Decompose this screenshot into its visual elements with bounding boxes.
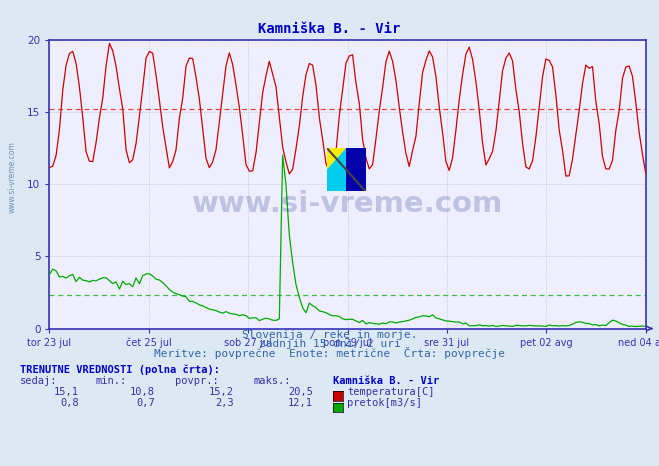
Text: 0,8: 0,8	[61, 398, 79, 408]
Text: 0,7: 0,7	[136, 398, 155, 408]
Text: 2,3: 2,3	[215, 398, 234, 408]
Text: sedaj:: sedaj:	[20, 377, 57, 386]
Text: temperatura[C]: temperatura[C]	[347, 387, 435, 397]
Text: Slovenija / reke in morje.: Slovenija / reke in morje.	[242, 330, 417, 340]
Text: 10,8: 10,8	[130, 387, 155, 397]
Text: min.:: min.:	[96, 377, 127, 386]
Text: zadnjih 15 dni/ 2 uri: zadnjih 15 dni/ 2 uri	[258, 339, 401, 349]
Text: povpr.:: povpr.:	[175, 377, 218, 386]
Text: maks.:: maks.:	[254, 377, 291, 386]
Text: Kamniška B. - Vir: Kamniška B. - Vir	[258, 22, 401, 36]
Text: Meritve: povprečne  Enote: metrične  Črta: povprečje: Meritve: povprečne Enote: metrične Črta:…	[154, 348, 505, 359]
Text: www.si-vreme.com: www.si-vreme.com	[192, 190, 503, 218]
Text: pretok[m3/s]: pretok[m3/s]	[347, 398, 422, 408]
Text: 12,1: 12,1	[288, 398, 313, 408]
Text: Kamniška B. - Vir: Kamniška B. - Vir	[333, 377, 439, 386]
Text: 15,1: 15,1	[54, 387, 79, 397]
Text: 15,2: 15,2	[209, 387, 234, 397]
Text: TRENUTNE VREDNOSTI (polna črta):: TRENUTNE VREDNOSTI (polna črta):	[20, 364, 219, 375]
Text: 20,5: 20,5	[288, 387, 313, 397]
Text: www.si-vreme.com: www.si-vreme.com	[7, 141, 16, 213]
